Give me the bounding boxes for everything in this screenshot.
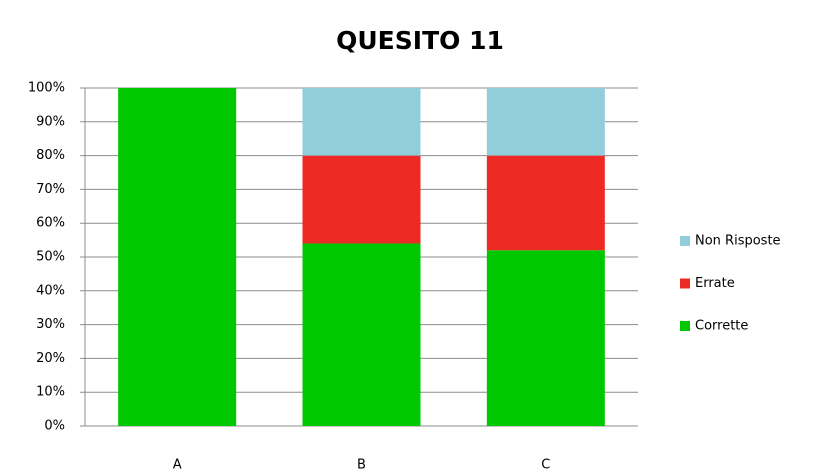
bar-segment (486, 155, 605, 251)
x-tick-label: A (173, 458, 182, 473)
legend-swatch (680, 236, 690, 246)
y-tick-label: 80% (36, 148, 65, 163)
bar-segment (486, 88, 605, 156)
legend-label: Errate (695, 276, 735, 291)
legend-swatch (680, 321, 690, 331)
y-tick-label: 40% (36, 283, 65, 298)
legend-label: Corrette (695, 319, 748, 334)
bar-segment (302, 243, 421, 426)
y-tick-label: 70% (36, 182, 65, 197)
legend-swatch (680, 278, 690, 289)
y-tick-label: 20% (36, 351, 65, 366)
bar-segment (302, 155, 421, 244)
y-tick-label: 50% (36, 250, 65, 265)
x-tick-label: C (541, 458, 550, 473)
y-tick-label: 90% (36, 114, 65, 129)
y-tick-label: 100% (28, 81, 65, 96)
chart-title: QUESITO 11 (336, 26, 504, 55)
bar-segment (118, 88, 237, 426)
y-tick-label: 0% (44, 419, 65, 434)
bar-segment (302, 88, 421, 156)
y-tick-label: 60% (36, 216, 65, 231)
legend-label: Non Risposte (695, 234, 781, 249)
y-tick-label: 10% (36, 385, 65, 400)
y-tick-label: 30% (36, 317, 65, 332)
bar-segment (486, 250, 605, 426)
x-tick-label: B (357, 458, 366, 473)
